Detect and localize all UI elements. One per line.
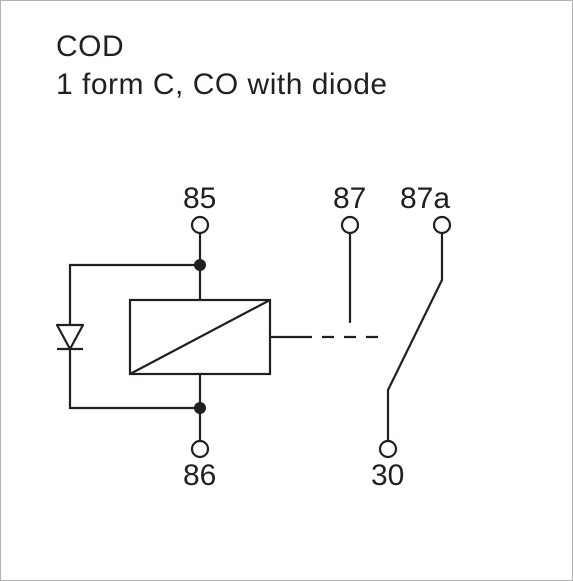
schematic-svg: [0, 0, 573, 581]
diagram-frame: COD 1 form C, CO with diode 85 86 87 87a…: [0, 0, 573, 581]
